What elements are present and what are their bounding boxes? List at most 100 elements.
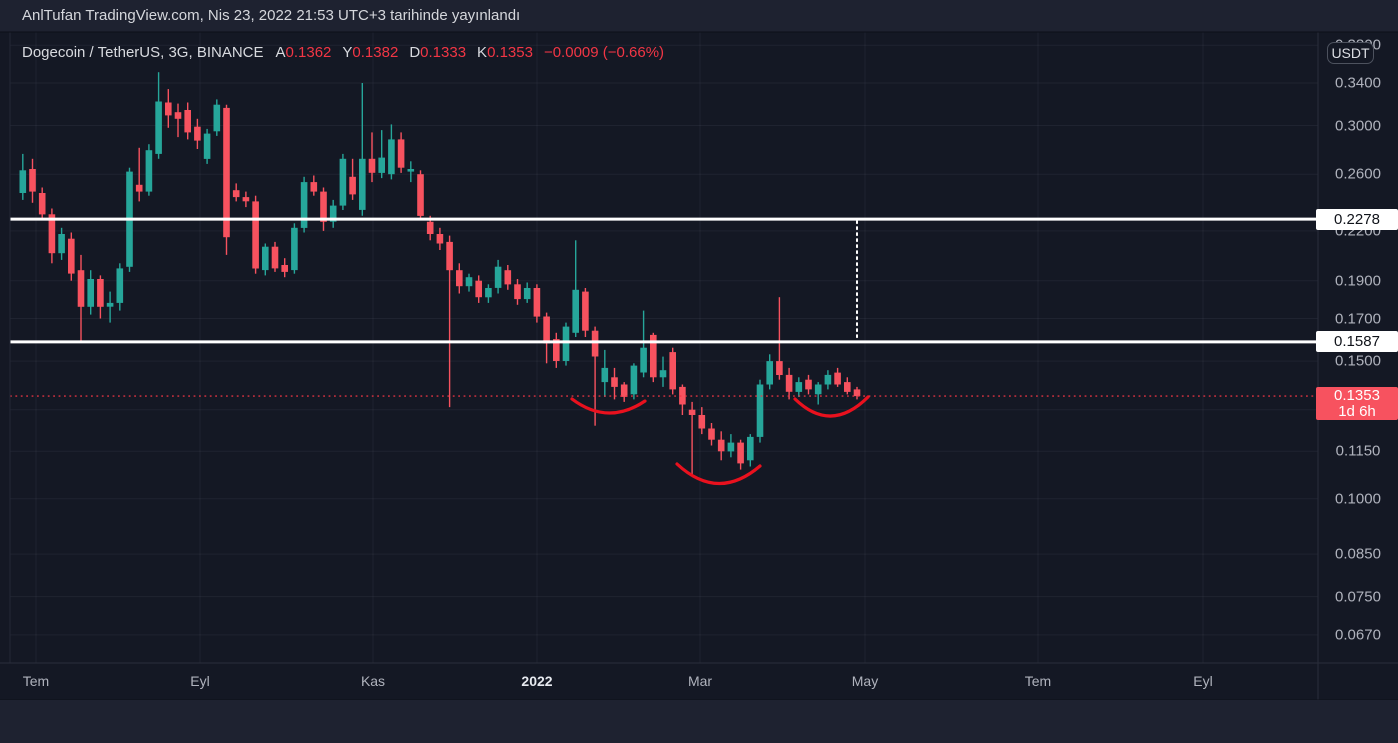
publish-banner-text: AnlTufan TradingView.com, Nis 23, 2022 2… xyxy=(22,7,521,24)
time-axis-label: Kas xyxy=(360,673,386,689)
candle-body xyxy=(300,182,308,228)
candle-body xyxy=(456,270,463,287)
candle-body xyxy=(814,384,822,395)
candle-body xyxy=(339,158,347,206)
candle-body xyxy=(426,221,434,234)
candle-body xyxy=(58,234,65,254)
candle-body xyxy=(368,158,376,173)
candle-body xyxy=(48,214,56,254)
chart-legend[interactable]: Dogecoin / TetherUS, 3G, BINANCE A0.1362… xyxy=(22,44,664,61)
quote-open: A0.1362 xyxy=(275,44,332,61)
candle-body xyxy=(776,361,783,375)
candle-body xyxy=(38,193,46,215)
candle-body xyxy=(485,288,492,298)
time-axis-label: Tem xyxy=(22,673,50,689)
candle-body xyxy=(223,107,230,238)
candle-body xyxy=(717,439,725,452)
candle-body xyxy=(232,190,240,198)
price-axis-label: 0.0850 xyxy=(1335,545,1381,563)
candle-body xyxy=(805,379,812,390)
candle-body xyxy=(252,201,259,269)
candle-body xyxy=(785,374,793,392)
price-axis-label: 0.1900 xyxy=(1335,272,1381,290)
candles xyxy=(19,72,861,476)
candle-body xyxy=(291,227,298,271)
candle-body xyxy=(853,389,861,397)
price-axis-label: 0.3400 xyxy=(1335,74,1381,92)
candle-body xyxy=(844,382,851,392)
candle-body xyxy=(533,288,541,317)
candle-body xyxy=(572,289,579,333)
candle-body xyxy=(106,302,114,307)
price-axis-label: 0.0750 xyxy=(1335,588,1381,606)
currency-toggle-button[interactable]: USDT xyxy=(1327,42,1374,64)
publish-banner: AnlTufan TradingView.com, Nis 23, 2022 2… xyxy=(0,0,1398,32)
candle-body xyxy=(165,102,172,116)
candle-body xyxy=(281,265,288,272)
candle-body xyxy=(708,428,715,440)
time-axis[interactable]: Tem Eyl Kas 2022 Mar May Tem Eyl xyxy=(0,663,1398,700)
candle-body xyxy=(97,279,104,307)
candle-body xyxy=(514,284,521,300)
time-axis-label: Mar xyxy=(687,673,713,689)
candle-body xyxy=(310,182,318,192)
price-axis-label: 0.1500 xyxy=(1335,352,1381,370)
candle-body xyxy=(766,361,773,385)
candle-body xyxy=(465,277,473,287)
candle-body xyxy=(737,442,744,464)
price-tag-last: 0.1353 1d 6h xyxy=(1316,387,1398,421)
candle-body xyxy=(747,436,754,461)
annotation-arc[interactable] xyxy=(570,397,647,415)
candle-body xyxy=(184,110,191,133)
quote-change: −0.0009 (−0.66%) xyxy=(543,44,665,61)
candle-body xyxy=(562,326,570,361)
time-axis-label: May xyxy=(851,673,879,689)
price-tag-support: 0.1587 xyxy=(1316,331,1398,353)
candle-body xyxy=(756,384,764,437)
candle-body xyxy=(494,266,502,288)
candle-body xyxy=(591,330,599,357)
price-axis-label: 0.2600 xyxy=(1335,165,1381,183)
candle-body xyxy=(155,101,162,154)
annotation-arc[interactable] xyxy=(675,462,762,486)
candle-body xyxy=(68,238,75,274)
candle-body xyxy=(630,365,638,395)
candle-body xyxy=(397,139,405,168)
candle-body xyxy=(407,169,415,172)
candle-body xyxy=(698,415,706,429)
candle-body xyxy=(194,126,201,141)
candle-body xyxy=(504,270,512,285)
candle-body xyxy=(359,158,366,210)
candle-body xyxy=(417,174,424,216)
quote-close: K0.1353 xyxy=(477,44,533,61)
candle-body xyxy=(640,347,647,373)
candle-body xyxy=(659,370,667,378)
time-axis-label: Tem xyxy=(1024,673,1052,689)
candle-body xyxy=(727,442,735,452)
candle-body xyxy=(29,169,36,192)
candle-body xyxy=(446,241,453,271)
candle-body xyxy=(116,268,124,303)
candle-body xyxy=(203,133,211,159)
quote-low: D0.1333 xyxy=(409,44,467,61)
annotation-arc[interactable] xyxy=(793,395,870,418)
time-axis-label: Eyl xyxy=(1193,673,1213,689)
candle-body xyxy=(174,112,182,119)
candle-body xyxy=(795,382,803,392)
candle-body xyxy=(271,246,279,269)
candle-body xyxy=(87,279,94,307)
symbol-title[interactable]: Dogecoin / TetherUS, 3G, BINANCE xyxy=(22,44,264,61)
candle-body xyxy=(436,234,444,244)
candle-body xyxy=(213,104,221,132)
candle-body xyxy=(329,205,337,222)
candle-body xyxy=(834,372,841,385)
candle-body xyxy=(688,409,696,415)
candle-body xyxy=(679,386,686,405)
footer-bar: TradingView xyxy=(0,700,1398,743)
price-axis-label: 0.3000 xyxy=(1335,117,1381,135)
candle-body xyxy=(145,150,153,192)
candle-body xyxy=(320,191,327,222)
candle-body xyxy=(378,157,385,173)
